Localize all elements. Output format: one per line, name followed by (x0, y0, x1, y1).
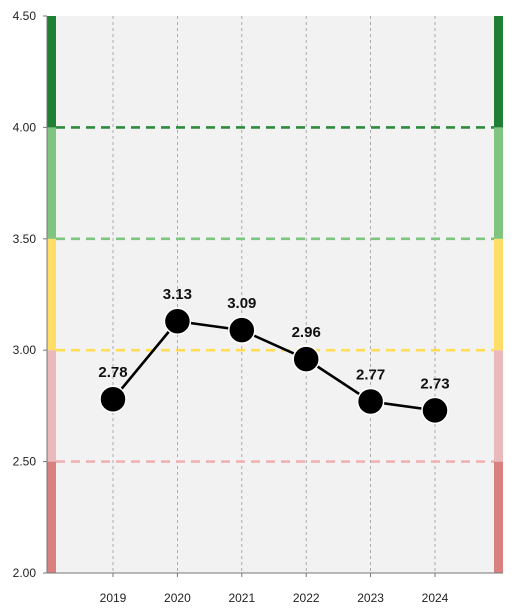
y-tick-label: 4.50 (13, 9, 37, 23)
data-point-2022 (292, 345, 320, 373)
data-markers (99, 307, 449, 425)
x-tick-label: 2022 (293, 591, 320, 605)
x-tick-label: 2024 (422, 591, 449, 605)
band-left-0 (47, 461, 56, 573)
data-label-2024: 2.73 (420, 375, 449, 392)
y-tick-label: 4.00 (13, 120, 37, 134)
rating-bands-right (494, 16, 503, 573)
y-tick-label: 2.00 (13, 566, 37, 580)
data-label-2021: 3.09 (227, 295, 256, 312)
data-point-2019 (99, 385, 127, 413)
data-label-2022: 2.96 (292, 324, 321, 341)
x-tick-label: 2023 (357, 591, 384, 605)
band-right-4 (494, 16, 503, 128)
y-tick-label: 3.00 (13, 343, 37, 357)
y-tick-label: 2.50 (13, 455, 37, 469)
band-left-1 (47, 350, 56, 462)
rating-bands-left (47, 16, 56, 573)
data-label-2019: 2.78 (98, 364, 127, 381)
x-tick-label: 2021 (228, 591, 255, 605)
threshold-lines (56, 126, 494, 463)
x-tick-label: 2020 (164, 591, 191, 605)
band-left-3 (47, 127, 56, 239)
band-right-2 (494, 238, 503, 351)
vertical-gridlines (112, 16, 436, 573)
data-point-2024 (421, 396, 449, 425)
axes (46, 16, 503, 574)
plot-background (47, 16, 503, 573)
x-tick-label: 2019 (100, 591, 127, 605)
data-point-2020 (163, 307, 192, 335)
band-right-1 (494, 350, 503, 462)
band-right-3 (494, 127, 503, 239)
data-labels: 2.78 3.13 3.09 2.96 2.77 2.73 (98, 286, 449, 392)
data-point-2021 (228, 316, 256, 344)
x-axis-ticks: 2019 2020 2021 2022 2023 2024 (100, 573, 449, 605)
data-label-2023: 2.77 (356, 366, 385, 383)
y-tick-label: 3.50 (13, 232, 37, 246)
data-point-2023 (356, 387, 385, 416)
band-left-2 (47, 238, 56, 351)
band-left-4 (47, 16, 56, 128)
data-label-2020: 3.13 (163, 286, 192, 303)
y-axis-ticks: 2.00 2.50 3.00 3.50 4.00 4.50 (13, 9, 47, 580)
band-right-0 (494, 461, 503, 573)
